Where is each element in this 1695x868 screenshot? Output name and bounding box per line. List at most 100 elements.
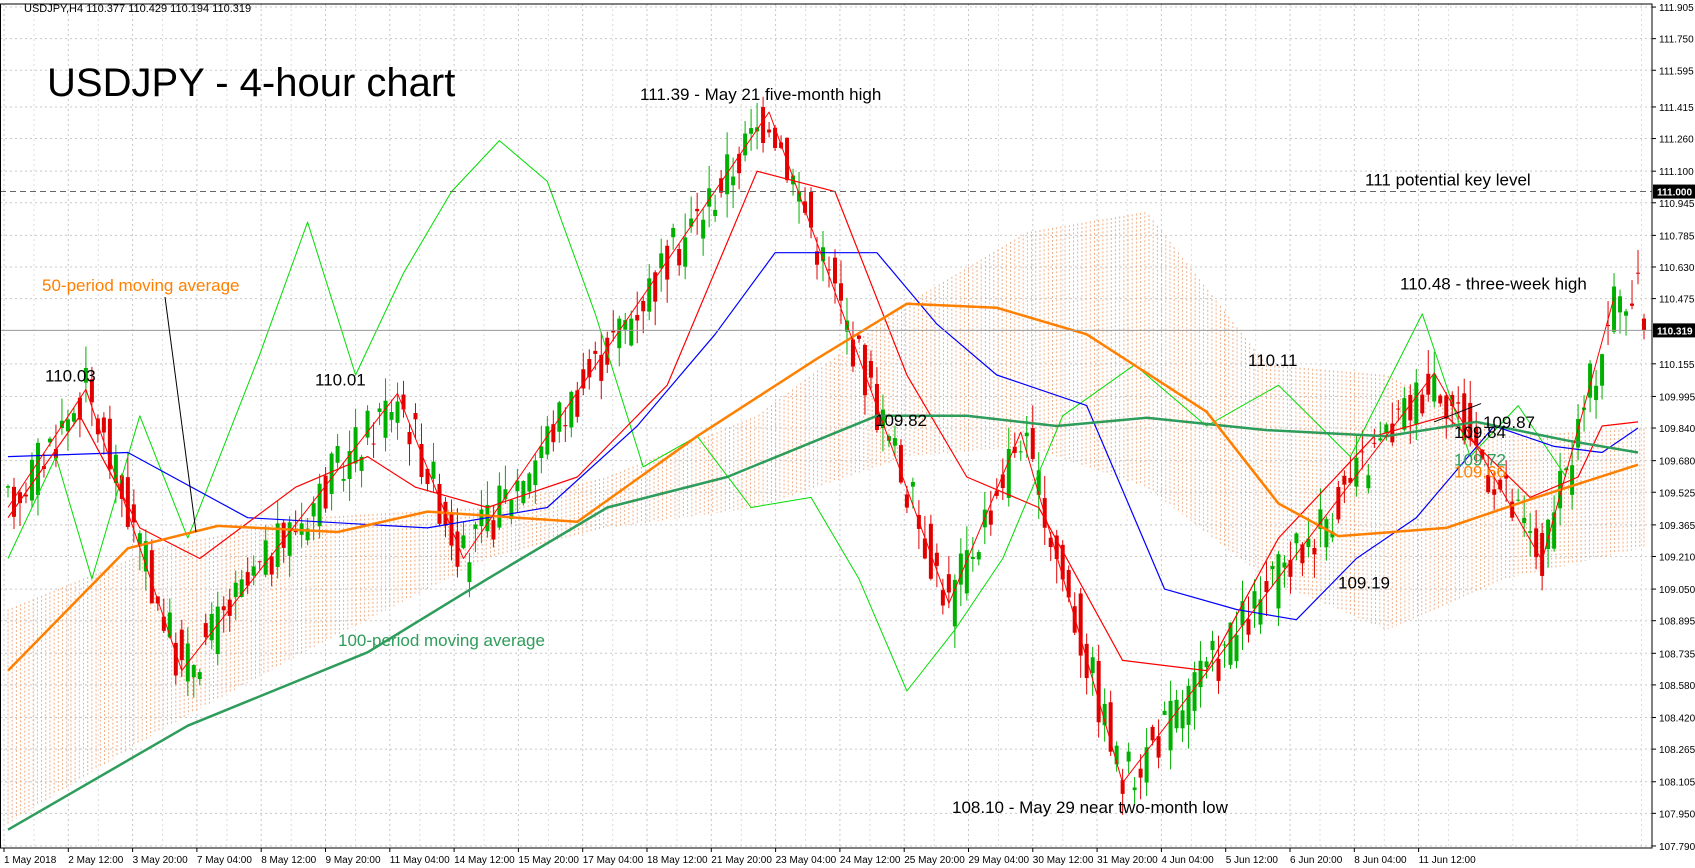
bear-candle — [1012, 446, 1017, 453]
bull-candle — [305, 528, 310, 541]
bear-candle — [1048, 537, 1053, 548]
bear-candle — [665, 245, 670, 280]
bull-candle — [1318, 509, 1323, 529]
bull-candle — [1384, 424, 1389, 433]
plot-border — [0, 3, 1653, 849]
y-tick-label: 111.260 — [1659, 135, 1694, 146]
symbol-header: USDJPY,H4 110.377 110.429 110.194 110.31… — [24, 3, 251, 15]
bull-candle — [377, 408, 382, 412]
bull-candle — [1126, 751, 1131, 762]
x-tick-label: 15 May 20:00 — [518, 855, 579, 866]
bear-candle — [371, 443, 376, 445]
bull-candle — [1180, 710, 1185, 729]
bull-candle — [1564, 468, 1569, 471]
axes: 111.905 111.750 111.595 111.415 111.260 111.1… — [0, 3, 1695, 866]
y-tick-label: 109.680 — [1659, 457, 1695, 468]
bear-candle — [1216, 659, 1221, 681]
bull-candle — [557, 402, 562, 432]
bull-candle — [1252, 591, 1257, 609]
bull-candle — [1600, 354, 1605, 386]
bear-candle — [898, 445, 903, 483]
bear-candle — [1336, 487, 1341, 520]
bear-candle — [1264, 581, 1269, 593]
y-tick-label: 109.995 — [1659, 392, 1695, 403]
bull-candle — [35, 442, 40, 496]
bear-candle — [928, 523, 933, 579]
bull-candle — [1114, 745, 1119, 765]
bull-candle — [389, 412, 394, 420]
bull-candle — [713, 209, 718, 216]
bear-candle — [1396, 408, 1401, 410]
bear-candle — [1000, 474, 1005, 489]
bull-candle — [1240, 601, 1245, 626]
bull-candle — [731, 176, 736, 186]
bull-candle — [47, 438, 52, 443]
bear-candle — [17, 492, 22, 504]
bear-candle — [1426, 373, 1431, 395]
annotation-label: 110.01 — [315, 370, 366, 389]
y-tick-label: 110.475 — [1659, 295, 1695, 306]
bull-candle — [1144, 747, 1149, 783]
bull-candle — [353, 427, 358, 464]
chart-title: USDJPY - 4-hour chart — [47, 61, 455, 105]
bull-candle — [215, 606, 220, 655]
bull-candle — [569, 391, 574, 428]
zigzag-line — [7, 111, 1615, 784]
price-tag-label: 111.000 — [1657, 188, 1692, 199]
bull-candle — [1102, 703, 1107, 726]
tenkan-line — [7, 170, 1639, 672]
x-tick-label: 4 Jun 04:00 — [1161, 855, 1214, 866]
bear-candle — [1096, 660, 1101, 723]
bear-candle — [323, 475, 328, 509]
x-tick-label: 1 May 2018 — [4, 855, 57, 866]
bear-candle — [1108, 702, 1113, 752]
bear-candle — [1408, 394, 1413, 421]
bull-candle — [1090, 657, 1095, 674]
bull-candle — [383, 400, 388, 438]
bear-candle — [1078, 593, 1083, 656]
bear-candle — [803, 201, 808, 213]
bull-candle — [197, 672, 202, 680]
bull-candle — [1594, 385, 1599, 401]
bear-candle — [838, 283, 843, 301]
bull-candle — [1432, 374, 1437, 402]
bear-candle — [419, 443, 424, 478]
bear-candle — [1084, 643, 1089, 679]
bear-candle — [611, 330, 616, 333]
bear-candle — [599, 354, 604, 381]
bear-candle — [904, 494, 909, 508]
bull-candle — [1294, 533, 1299, 544]
bear-candle — [940, 590, 945, 606]
bull-candle — [1528, 531, 1533, 533]
price-tag-label: 110.319 — [1657, 326, 1693, 337]
bear-candle — [551, 424, 556, 443]
bull-candle — [479, 509, 484, 527]
x-tick-label: 9 May 20:00 — [326, 855, 381, 866]
bull-candle — [515, 480, 520, 492]
y-tick-label: 111.415 — [1659, 103, 1694, 114]
bull-candle — [1618, 296, 1623, 313]
bear-candle — [1342, 475, 1347, 485]
candles — [6, 96, 1647, 815]
bull-candle — [1588, 363, 1593, 398]
annotation-label: 110.03 — [45, 366, 96, 385]
bear-candle — [994, 490, 999, 496]
bear-candle — [1462, 393, 1467, 441]
bull-candle — [545, 426, 550, 455]
bear-candle — [1444, 395, 1449, 419]
bear-candle — [1372, 442, 1377, 444]
bear-candle — [1066, 570, 1071, 598]
bear-candle — [1060, 544, 1065, 580]
bull-candle — [1546, 519, 1551, 550]
bull-candle — [910, 481, 915, 487]
y-tick-label: 109.210 — [1659, 552, 1695, 563]
bull-candle — [892, 438, 897, 446]
bull-candle — [1018, 451, 1023, 453]
y-tick-label: 110.785 — [1659, 231, 1695, 242]
bear-candle — [827, 269, 831, 271]
y-tick-label: 110.945 — [1659, 199, 1695, 210]
bull-candle — [821, 247, 826, 262]
x-tick-label: 8 May 12:00 — [261, 855, 316, 866]
bear-candle — [719, 178, 724, 193]
bull-candle — [347, 451, 352, 480]
